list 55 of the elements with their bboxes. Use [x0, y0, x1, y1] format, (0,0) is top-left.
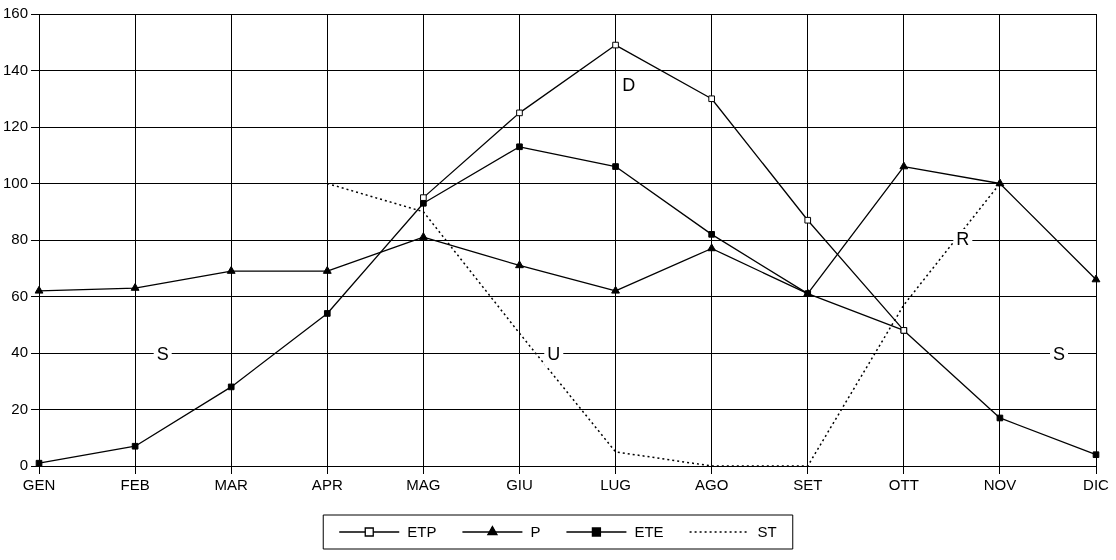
point	[516, 109, 523, 117]
y-tick-label: 40	[11, 343, 29, 361]
point	[420, 194, 427, 201]
point	[131, 442, 139, 450]
legend-label: P	[530, 523, 541, 541]
point	[130, 283, 140, 291]
y-tick-label: 160	[3, 4, 29, 22]
point	[707, 243, 717, 252]
x-tick-label: MAG	[406, 476, 441, 494]
x-tick-label: OTT	[888, 476, 919, 494]
annotation: U	[547, 344, 561, 365]
annotation: S	[1053, 344, 1066, 365]
point	[227, 383, 235, 391]
annotation: S	[156, 344, 169, 365]
point	[418, 232, 428, 240]
point	[34, 285, 44, 294]
x-tick-label: MAR	[214, 476, 249, 494]
point	[612, 41, 619, 49]
point	[516, 143, 523, 151]
y-tick-label: 80	[11, 230, 29, 248]
point	[420, 199, 427, 207]
y-tick-label: 20	[11, 399, 29, 417]
x-tick-label: APR	[311, 476, 343, 494]
point	[515, 260, 524, 269]
point	[1092, 451, 1100, 459]
y-tick-label: 0	[19, 456, 29, 474]
annotation: R	[956, 228, 970, 249]
x-tick-label: DIC	[1083, 476, 1110, 494]
x-tick-label: GIU	[506, 476, 533, 494]
point	[323, 310, 331, 317]
x-tick-label: FEB	[120, 476, 150, 494]
y-tick-label: 120	[3, 117, 29, 135]
annotation: D	[622, 75, 636, 96]
y-tick-label: 60	[11, 286, 29, 304]
point	[322, 266, 332, 274]
point	[1091, 274, 1101, 283]
x-tick-label: LUG	[600, 476, 631, 494]
legend-label: ETE	[634, 523, 664, 541]
point	[708, 95, 715, 103]
point	[996, 414, 1004, 422]
point	[804, 216, 812, 224]
point	[612, 163, 619, 170]
point	[35, 459, 43, 466]
y-tick-label: 140	[3, 60, 29, 78]
x-tick-label: AGO	[694, 476, 729, 494]
legend-label: ETP	[407, 523, 437, 541]
x-tick-label: SET	[793, 476, 823, 494]
x-tick-label: GEN	[22, 476, 56, 494]
point	[226, 266, 236, 274]
y-tick-label: 100	[3, 173, 29, 191]
point	[899, 161, 909, 170]
x-tick-label: NOV	[983, 476, 1017, 494]
point	[708, 231, 715, 238]
point	[611, 285, 620, 294]
legend-label: ST	[757, 523, 777, 541]
